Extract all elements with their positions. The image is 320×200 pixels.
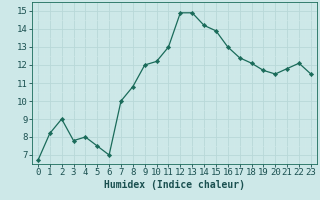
X-axis label: Humidex (Indice chaleur): Humidex (Indice chaleur) bbox=[104, 180, 245, 190]
